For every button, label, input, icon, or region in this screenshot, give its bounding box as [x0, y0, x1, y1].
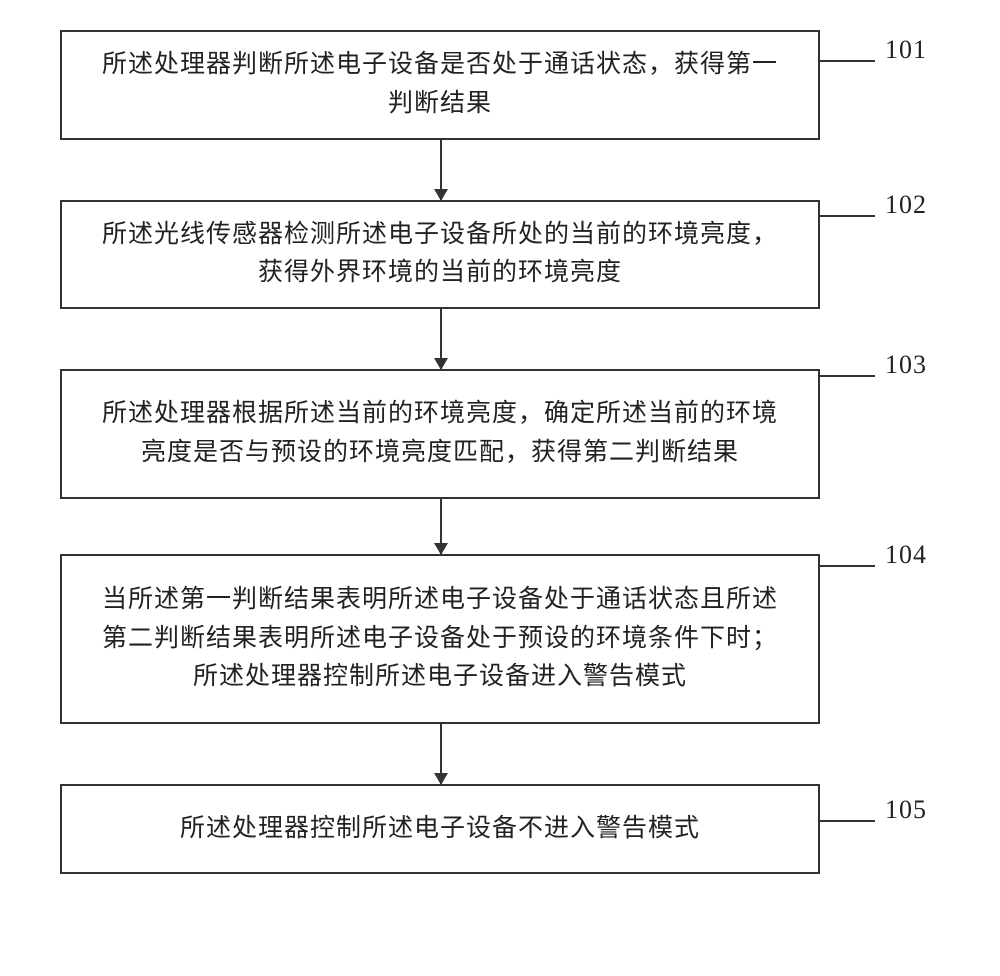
arrow-down-icon: [440, 724, 442, 784]
step-text: 所述处理器控制所述电子设备不进入警告模式: [180, 810, 700, 849]
step-text: 所述光线传感器检测所述电子设备所处的当前的环境亮度，获得外界环境的当前的环境亮度: [90, 216, 790, 294]
step-box: 所述处理器判断所述电子设备是否处于通话状态，获得第一判断结果: [60, 30, 820, 140]
connector-line: [820, 375, 875, 377]
step-label-105: 105: [885, 795, 927, 825]
arrow-down-icon: [440, 309, 442, 369]
step-label-104: 104: [885, 540, 927, 570]
step-101: 所述处理器判断所述电子设备是否处于通话状态，获得第一判断结果: [60, 30, 940, 200]
connector-line: [820, 565, 875, 567]
step-label-101: 101: [885, 35, 927, 65]
step-text: 所述处理器根据所述当前的环境亮度，确定所述当前的环境亮度是否与预设的环境亮度匹配…: [90, 395, 790, 473]
connector-line: [820, 60, 875, 62]
step-label-103: 103: [885, 350, 927, 380]
arrow-down-icon: [440, 140, 442, 200]
step-box: 当所述第一判断结果表明所述电子设备处于通话状态且所述第二判断结果表明所述电子设备…: [60, 554, 820, 724]
step-102: 所述光线传感器检测所述电子设备所处的当前的环境亮度，获得外界环境的当前的环境亮度: [60, 200, 940, 370]
step-box: 所述光线传感器检测所述电子设备所处的当前的环境亮度，获得外界环境的当前的环境亮度: [60, 200, 820, 310]
arrow-down-icon: [440, 499, 442, 554]
step-box: 所述处理器根据所述当前的环境亮度，确定所述当前的环境亮度是否与预设的环境亮度匹配…: [60, 369, 820, 499]
step-text: 所述处理器判断所述电子设备是否处于通话状态，获得第一判断结果: [90, 46, 790, 124]
flowchart-container: 所述处理器判断所述电子设备是否处于通话状态，获得第一判断结果 所述光线传感器检测…: [60, 30, 940, 874]
step-text: 当所述第一判断结果表明所述电子设备处于通话状态且所述第二判断结果表明所述电子设备…: [90, 581, 790, 697]
step-104: 当所述第一判断结果表明所述电子设备处于通话状态且所述第二判断结果表明所述电子设备…: [60, 554, 940, 784]
step-label-102: 102: [885, 190, 927, 220]
step-box: 所述处理器控制所述电子设备不进入警告模式: [60, 784, 820, 874]
connector-line: [820, 820, 875, 822]
step-103: 所述处理器根据所述当前的环境亮度，确定所述当前的环境亮度是否与预设的环境亮度匹配…: [60, 369, 940, 554]
connector-line: [820, 215, 875, 217]
step-105: 所述处理器控制所述电子设备不进入警告模式: [60, 784, 940, 874]
